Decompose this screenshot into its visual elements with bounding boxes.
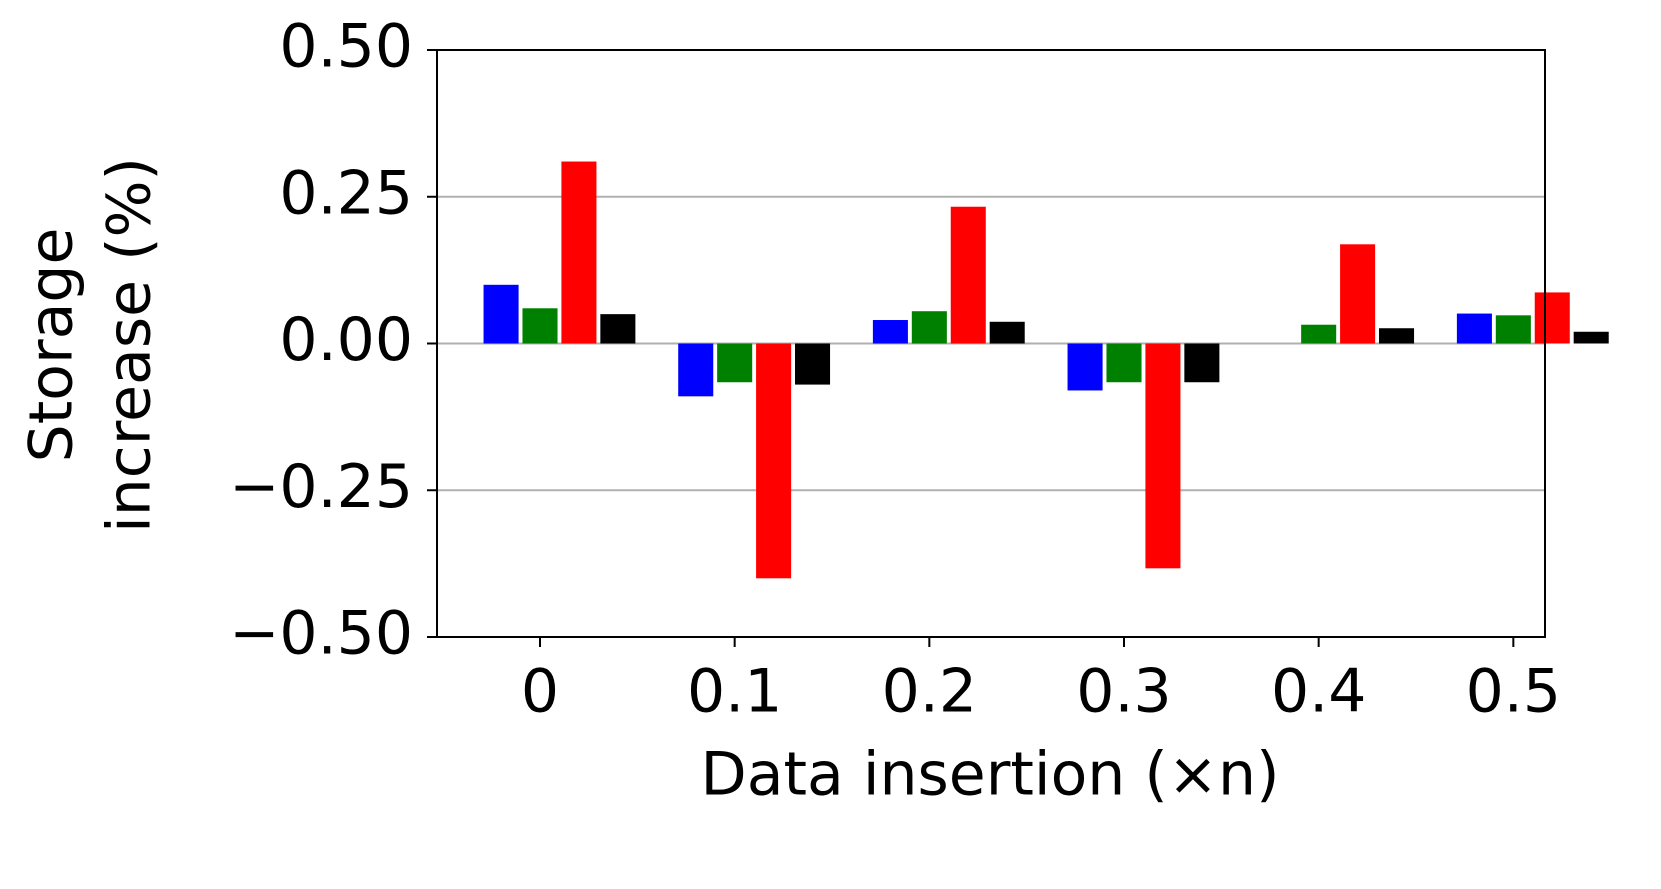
bar xyxy=(989,321,1025,344)
bar xyxy=(950,206,986,344)
bar xyxy=(1067,343,1103,391)
y-tick-label: −0.25 xyxy=(229,452,413,522)
y-axis-label: increase (%) xyxy=(95,157,165,533)
bar xyxy=(717,343,753,383)
bar xyxy=(1534,292,1570,344)
bar xyxy=(1573,331,1609,344)
x-tick-label: 0.3 xyxy=(1076,657,1171,727)
bar xyxy=(1301,324,1337,344)
x-tick-label: 0 xyxy=(521,657,559,727)
plot-frame xyxy=(436,49,1546,638)
bar xyxy=(678,343,714,397)
bar xyxy=(756,343,792,579)
y-tick-label: 0.25 xyxy=(279,158,413,228)
x-tick-label: 0.1 xyxy=(687,657,782,727)
bar xyxy=(522,308,558,344)
bar xyxy=(1184,343,1220,383)
x-tick-label: 0.4 xyxy=(1271,657,1366,727)
y-tick-label: −0.50 xyxy=(229,599,413,669)
y-axis-label: Storage xyxy=(17,228,87,463)
y-tick-label: 0.50 xyxy=(279,12,413,82)
bar xyxy=(483,284,519,344)
bar xyxy=(1340,244,1376,344)
bar xyxy=(1379,328,1415,344)
x-axis-label: Data insertion (×n) xyxy=(701,740,1280,810)
x-tick-label: 0.2 xyxy=(882,657,977,727)
bar xyxy=(911,311,947,344)
bar xyxy=(872,320,908,344)
bar xyxy=(600,314,636,344)
y-tick-label: 0.00 xyxy=(279,305,413,375)
bar xyxy=(1456,313,1492,344)
x-tick-label: 0.5 xyxy=(1466,657,1561,727)
bar xyxy=(1495,315,1531,344)
bar xyxy=(561,161,597,344)
bar xyxy=(1106,343,1142,383)
bar xyxy=(795,343,831,385)
bar xyxy=(1145,343,1181,569)
